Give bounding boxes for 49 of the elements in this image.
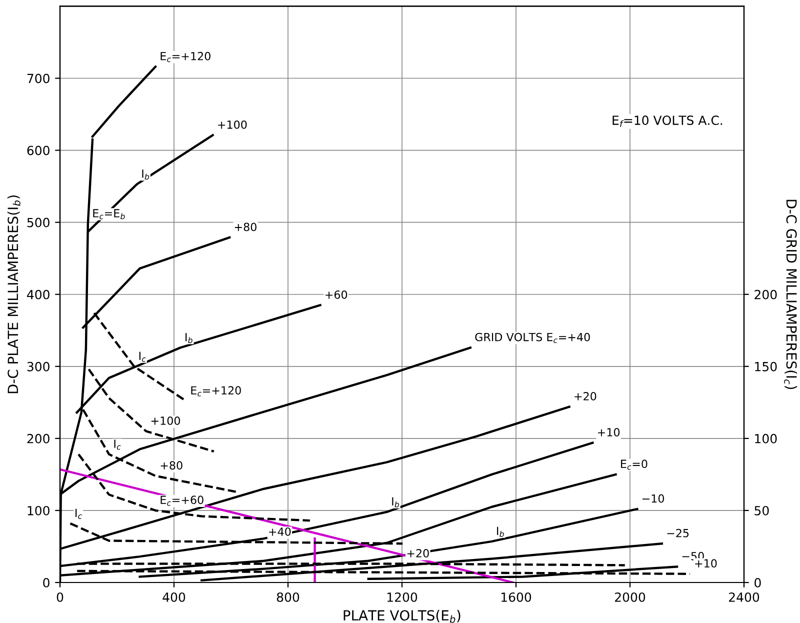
annotation: GRID VOLTS E$_{c}$=+40	[475, 332, 590, 344]
y2-axis-title: D-C GRID MILLIAMPERES(I$_{c}$)	[784, 200, 798, 390]
y2-tick-label: 200	[754, 290, 777, 300]
y2-tick-label: 0	[754, 578, 761, 588]
annotation: I$_{b}$	[142, 170, 150, 180]
y-tick-label: 100	[28, 506, 50, 516]
y-tick-label: 700	[27, 74, 50, 84]
annotation: +80	[234, 222, 256, 232]
y-tick-label: 0	[43, 578, 50, 588]
x-tick-label: 1600	[501, 592, 532, 602]
annotation: +20	[574, 392, 596, 400]
annotation: E$_{c}$=+120	[160, 52, 210, 62]
annotation: +60	[326, 290, 348, 299]
annotation: E$_{f}$=10 VOLTS A.C.	[612, 116, 722, 127]
annotation: E$_{c}$=+120	[191, 386, 241, 396]
y2-tick-label: 50	[754, 506, 769, 516]
annotation: +10	[598, 428, 620, 436]
x-tick-label: 400	[162, 592, 186, 602]
annotation: I$_{c}$	[139, 352, 146, 362]
annotation: I$_{c}$	[76, 508, 82, 519]
annotation: I$_{b}$	[186, 333, 192, 344]
annotation: +100	[151, 416, 180, 425]
x-tick-label: 800	[276, 592, 300, 602]
annotation: E$_{c}$=+60	[160, 496, 204, 506]
y-tick-label: 600	[27, 146, 50, 156]
annotation: I$_{c}$	[114, 440, 121, 450]
y2-tick-label: 100	[755, 434, 777, 444]
x-axis-title: PLATE VOLTS(E$_{b}$)	[344, 610, 460, 623]
x-tick-label: 1200	[387, 592, 418, 602]
y-tick-label: 500	[27, 218, 50, 228]
x-tick-label: 2000	[615, 592, 646, 602]
annotation: +10	[695, 559, 717, 568]
annotation: +40	[269, 527, 291, 536]
annotation: I$_{b}$	[497, 526, 504, 537]
annotation: I$_{b}$	[392, 497, 400, 508]
x-tick-label: 0	[56, 592, 64, 602]
y-tick-label: 300	[27, 362, 50, 372]
annotation: −25	[667, 528, 689, 538]
annotation: +80	[160, 461, 182, 470]
annotation: +100	[218, 120, 247, 129]
y-tick-label: 400	[27, 290, 50, 300]
y-axis-title: D-C PLATE MILLIAMPERES(I$_{b}$)	[7, 195, 20, 394]
annotation: E$_{c}$=0	[621, 460, 648, 470]
annotation: +20	[407, 549, 429, 558]
annotation: E$_{c}$=E$_{b}$	[93, 209, 125, 220]
y2-tick-label: 150	[755, 362, 777, 372]
annotation: −10	[642, 494, 664, 503]
y-tick-label: 200	[27, 434, 50, 444]
x-tick-label: 2400	[729, 592, 760, 602]
